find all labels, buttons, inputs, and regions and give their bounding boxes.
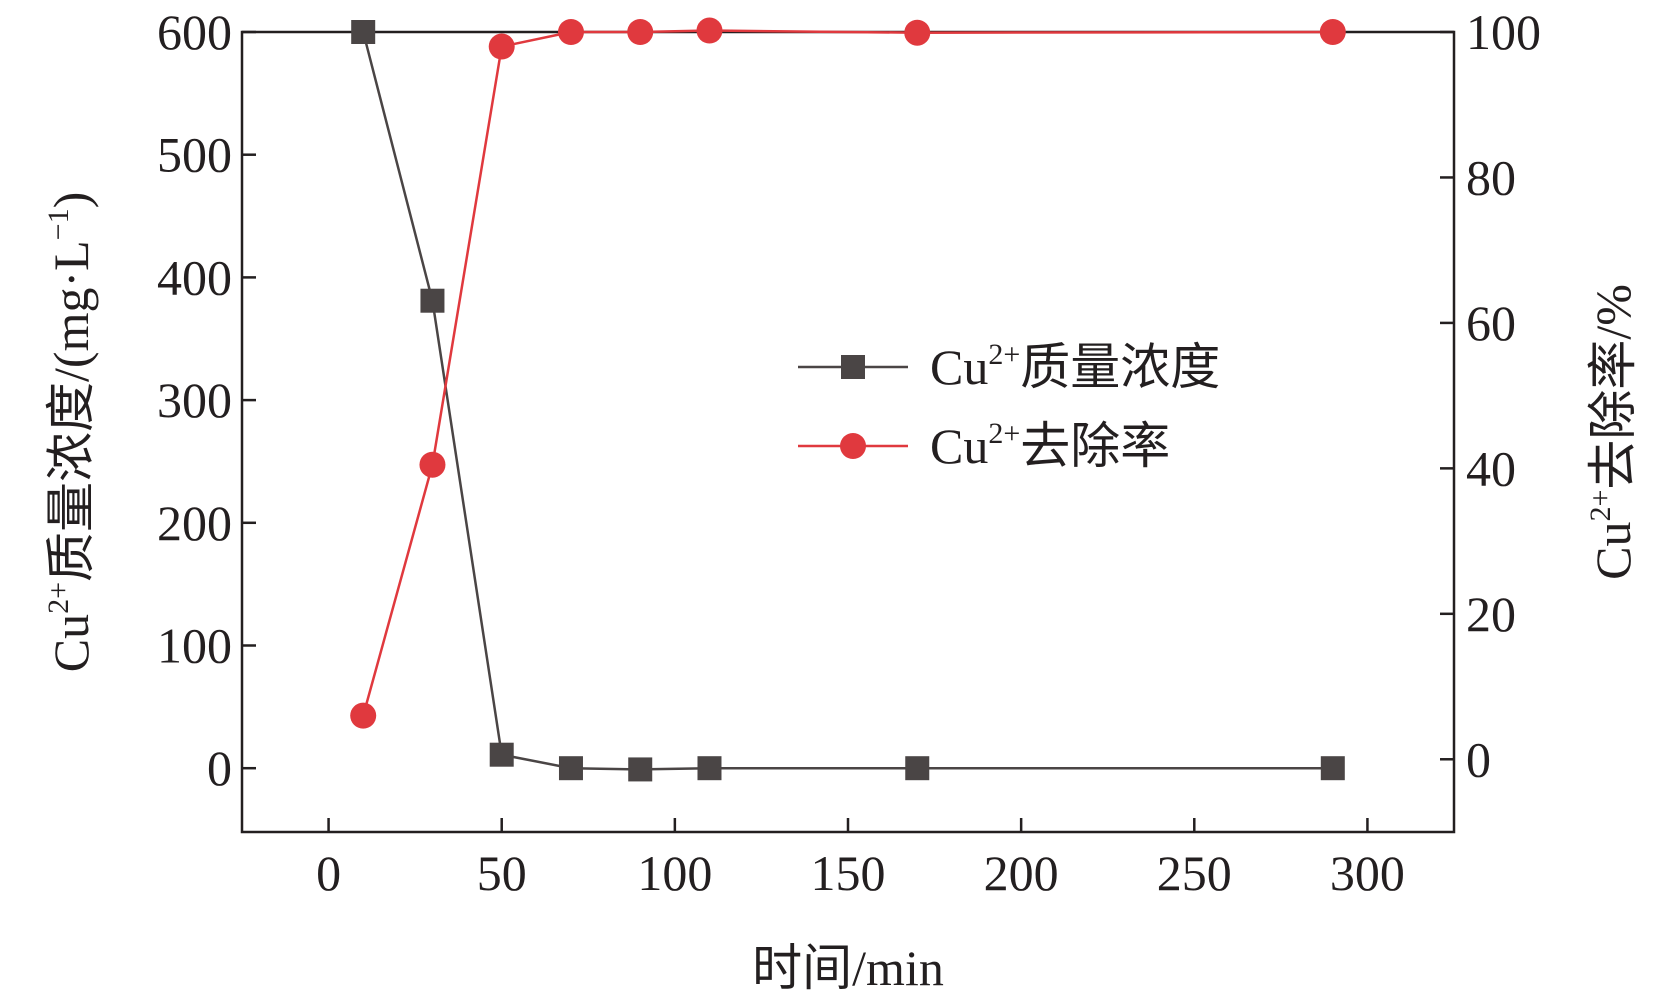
left-tick-label: 100 bbox=[157, 617, 232, 673]
right-axis-title: Cu2+去除率/% bbox=[1584, 284, 1641, 580]
left-tick-label: 600 bbox=[157, 4, 232, 60]
data-point-circle bbox=[696, 17, 723, 44]
left-axis-title: Cu2+质量浓度/(mg·L−1) bbox=[42, 192, 99, 673]
x-tick-label: 150 bbox=[811, 845, 886, 901]
x-axis-ticks: 0 50 100 150 200 250 300 bbox=[316, 818, 1405, 901]
data-point-square bbox=[558, 756, 583, 781]
left-tick-label: 300 bbox=[157, 372, 232, 428]
data-point-square bbox=[628, 757, 653, 782]
series-line-0 bbox=[361, 31, 1333, 771]
plot-frame bbox=[240, 30, 1456, 834]
data-point-circle bbox=[904, 19, 931, 46]
data-point-square bbox=[905, 756, 930, 781]
data-point-circle bbox=[419, 451, 446, 478]
legend-marker-square bbox=[841, 355, 865, 379]
data-point-square bbox=[1320, 756, 1345, 781]
data-point-square bbox=[351, 20, 376, 44]
left-axis-ticks: 0 100 200 300 400 500 600 bbox=[157, 4, 256, 796]
legend-label-removal-rate: Cu2+去除率 bbox=[930, 417, 1170, 474]
x-axis-title: 时间/min bbox=[752, 940, 944, 996]
series-line-1 bbox=[361, 29, 1333, 716]
data-point-circle bbox=[627, 19, 654, 45]
legend-item-removal-rate: Cu2+去除率 bbox=[798, 417, 1170, 474]
right-tick-label: 20 bbox=[1466, 586, 1516, 642]
left-tick-label: 500 bbox=[157, 127, 232, 183]
data-point-circle bbox=[350, 702, 377, 729]
right-axis-ticks: 0 20 40 60 80 100 bbox=[1440, 4, 1541, 787]
x-tick-label: 250 bbox=[1157, 845, 1232, 901]
x-tick-label: 100 bbox=[637, 845, 712, 901]
data-point-circle bbox=[557, 19, 584, 45]
data-point-square bbox=[489, 742, 514, 767]
legend-label-concentration: Cu2+质量浓度 bbox=[930, 338, 1220, 395]
left-tick-label: 0 bbox=[207, 740, 232, 796]
right-tick-label: 40 bbox=[1466, 440, 1516, 496]
right-tick-label: 0 bbox=[1466, 731, 1491, 787]
legend-marker-circle bbox=[840, 433, 866, 459]
right-tick-label: 60 bbox=[1466, 295, 1516, 351]
x-tick-label: 200 bbox=[984, 845, 1059, 901]
x-tick-label: 300 bbox=[1330, 845, 1405, 901]
legend-item-concentration: Cu2+质量浓度 bbox=[798, 338, 1220, 395]
data-point-square bbox=[420, 288, 445, 313]
left-tick-label: 400 bbox=[157, 249, 232, 305]
right-tick-label: 80 bbox=[1466, 149, 1516, 205]
data-point-square bbox=[697, 756, 722, 781]
left-tick-label: 200 bbox=[157, 495, 232, 551]
right-tick-label: 100 bbox=[1466, 4, 1541, 60]
legend: Cu2+质量浓度 Cu2+去除率 bbox=[798, 338, 1220, 474]
x-tick-label: 0 bbox=[316, 845, 341, 901]
x-tick-label: 50 bbox=[477, 845, 527, 901]
series-layer bbox=[350, 17, 1346, 782]
data-point-circle bbox=[488, 33, 515, 60]
data-point-circle bbox=[1319, 19, 1346, 45]
